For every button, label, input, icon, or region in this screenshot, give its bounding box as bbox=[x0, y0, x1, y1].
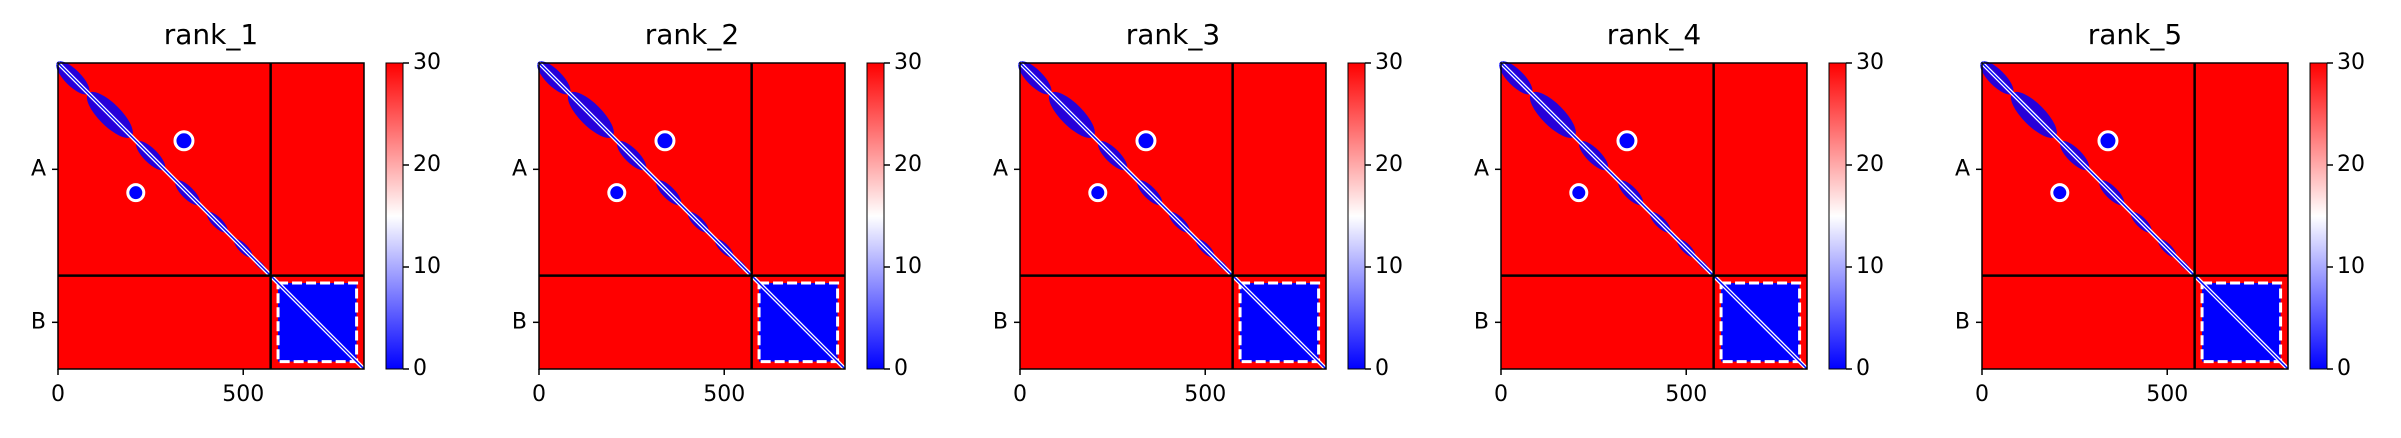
x-tick-label: 500 bbox=[222, 382, 264, 407]
y-tick-label: A bbox=[993, 156, 1008, 181]
y-tick-label: B bbox=[31, 309, 46, 334]
y-tick-label: A bbox=[1955, 156, 1970, 181]
y-tick-label: A bbox=[31, 156, 46, 181]
contact-blob bbox=[1569, 183, 1589, 203]
panel-title: rank_4 bbox=[1607, 18, 1701, 51]
diagonal bbox=[57, 62, 365, 370]
x-tick-label: 0 bbox=[1013, 382, 1027, 407]
colorbar-tick-label: 20 bbox=[413, 152, 441, 177]
colorbar-tick-label: 20 bbox=[894, 152, 922, 177]
x-tick-label: 0 bbox=[51, 382, 65, 407]
colorbar-tick-label: 30 bbox=[413, 50, 441, 75]
panel-title: rank_2 bbox=[645, 18, 739, 51]
colorbar-tick-label: 0 bbox=[894, 356, 908, 381]
colorbar-tick-label: 30 bbox=[1856, 50, 1884, 75]
heatmap-texture bbox=[1980, 61, 2290, 371]
heatmap-texture bbox=[1499, 61, 1809, 371]
colorbar-tick-label: 0 bbox=[2337, 356, 2351, 381]
x-tick-label: 500 bbox=[1665, 382, 1707, 407]
plot-frame bbox=[1019, 62, 1327, 370]
colorbar-tick-label: 0 bbox=[413, 356, 427, 381]
contact-blob bbox=[654, 130, 676, 152]
colorbar-tick-label: 0 bbox=[1375, 356, 1389, 381]
contact-blob bbox=[2050, 183, 2070, 203]
x-tick-label: 500 bbox=[1184, 382, 1226, 407]
y-tick-label: B bbox=[1955, 309, 1970, 334]
colorbar bbox=[866, 62, 885, 370]
heatmap-texture bbox=[56, 61, 366, 371]
contact-blob bbox=[173, 130, 195, 152]
panel-title: rank_3 bbox=[1126, 18, 1220, 51]
y-tick-label: B bbox=[993, 309, 1008, 334]
colorbar-tick-label: 30 bbox=[894, 50, 922, 75]
x-tick-label: 0 bbox=[1975, 382, 1989, 407]
diagonal bbox=[538, 62, 846, 370]
diagonal bbox=[1500, 62, 1808, 370]
panel-title: rank_5 bbox=[2088, 18, 2182, 51]
contact-blob bbox=[1616, 130, 1638, 152]
diagonal bbox=[1981, 62, 2289, 370]
x-tick-label: 500 bbox=[2146, 382, 2188, 407]
y-tick-label: B bbox=[512, 309, 527, 334]
colorbar bbox=[1347, 62, 1366, 370]
colorbar-tick-label: 20 bbox=[2337, 152, 2365, 177]
contact-blob bbox=[1135, 130, 1157, 152]
plot-frame bbox=[1500, 62, 1808, 370]
y-tick-label: B bbox=[1474, 309, 1489, 334]
heatmap-texture bbox=[1018, 61, 1328, 371]
colorbar bbox=[385, 62, 404, 370]
colorbar-tick-label: 10 bbox=[413, 254, 441, 279]
plot-frame bbox=[57, 62, 365, 370]
x-tick-label: 500 bbox=[703, 382, 745, 407]
colorbar-tick-label: 30 bbox=[2337, 50, 2365, 75]
contact-blob bbox=[2097, 130, 2119, 152]
y-tick-label: A bbox=[1474, 156, 1489, 181]
contact-blob bbox=[1088, 183, 1108, 203]
colorbar bbox=[1828, 62, 1847, 370]
plot-frame bbox=[1981, 62, 2289, 370]
contact-blob bbox=[126, 183, 146, 203]
colorbar-tick-label: 10 bbox=[894, 254, 922, 279]
colorbar-tick-label: 20 bbox=[1375, 152, 1403, 177]
colorbar-tick-label: 20 bbox=[1856, 152, 1884, 177]
colorbar-tick-label: 10 bbox=[1856, 254, 1884, 279]
colorbar-tick-label: 10 bbox=[2337, 254, 2365, 279]
x-tick-label: 0 bbox=[532, 382, 546, 407]
colorbar-tick-label: 10 bbox=[1375, 254, 1403, 279]
colorbar bbox=[2309, 62, 2328, 370]
colorbar-tick-label: 0 bbox=[1856, 356, 1870, 381]
heatmap-texture bbox=[537, 61, 847, 371]
y-tick-label: A bbox=[512, 156, 527, 181]
contact-blob bbox=[607, 183, 627, 203]
x-tick-label: 0 bbox=[1494, 382, 1508, 407]
panel-title: rank_1 bbox=[164, 18, 258, 51]
plot-frame bbox=[538, 62, 846, 370]
colorbar-tick-label: 30 bbox=[1375, 50, 1403, 75]
diagonal bbox=[1019, 62, 1327, 370]
